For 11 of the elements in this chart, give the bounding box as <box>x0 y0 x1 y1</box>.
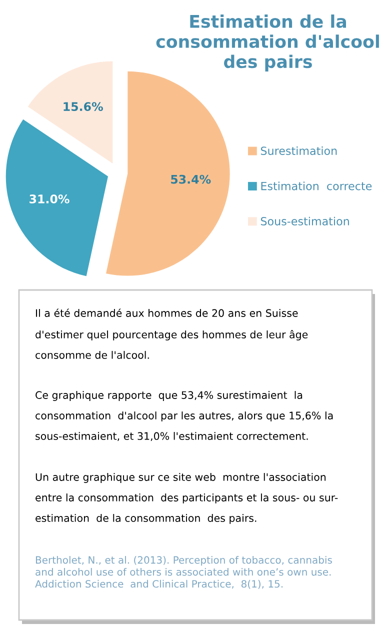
legend-label: Estimation correcte <box>261 182 372 190</box>
text: Il a été demandé aux hommes de 20 ans en Suisse d'estimer quel pourcentage des hommes de leur âge consomme de l'alcool. <box>36 308 308 359</box>
data-label: 31.0% <box>30 194 70 204</box>
text: Bertholet, N., et al. (2013). Perception of tobacco, cannabis and alcohol use of others is associated with one’s own use. Addiction Science and Clinical Practice, 8(1), 15. <box>35 556 332 589</box>
text: Ce graphique rapporte que 53,4% surestimaient la consommation d'alcool par les autres, alors que 15,6% la sous-estimaient, et 31,0% l'estimaient correctement. <box>36 391 333 441</box>
data-label: 15.6% <box>64 102 103 112</box>
legend-label: Surestimation <box>260 146 337 156</box>
chart-title: Estimation de la consommation d'alcool des pairs <box>156 14 379 72</box>
legend-label: Sous-estimation <box>260 216 349 226</box>
data-label: 53.4% <box>171 174 211 184</box>
text: Un autre graphique sur ce site web montre l'association entre la consommation des participants et la sous- ou sur- estimation de la consommation des pairs. <box>36 473 338 524</box>
